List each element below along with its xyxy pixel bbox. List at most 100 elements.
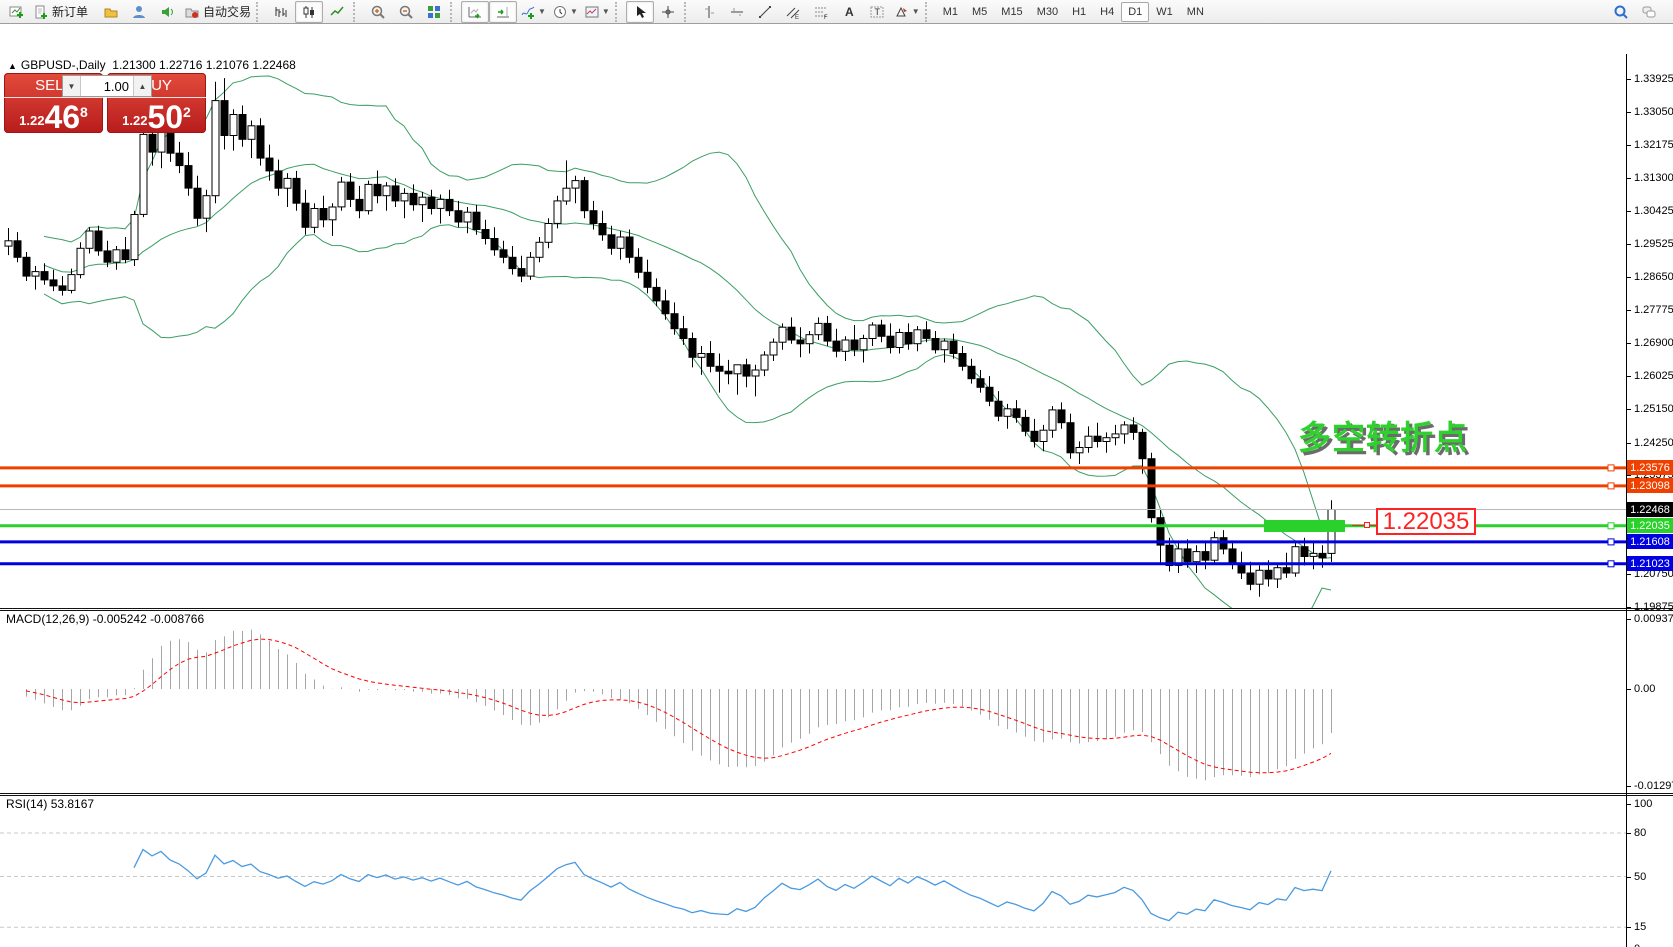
axis-tick [1626,343,1631,344]
price-chart[interactable] [0,54,1626,608]
add-indicator-icon[interactable]: ▼ [517,1,549,23]
price-tick-label: 1.33925 [1634,73,1673,85]
trendline-icon[interactable] [751,1,779,23]
axis-tick [1626,79,1631,80]
axis-tick [1626,145,1631,146]
new-order-button[interactable]: 新订单 [30,1,91,23]
periods-icon[interactable]: ▼ [549,1,581,23]
axis-tick [1626,310,1631,311]
text-label-icon[interactable]: T [863,1,891,23]
search-icon[interactable] [1607,1,1635,23]
bar-chart-icon[interactable] [267,1,295,23]
chart-shift-icon[interactable] [489,0,518,23]
sell-price[interactable]: 1.22 46 8 [19,99,88,135]
axis-tick [1626,786,1631,787]
rsi-label: RSI(14) 53.8167 [6,797,95,811]
macd-signal-line [25,638,1332,774]
chart-area[interactable]: ▲ GBPUSD-,Daily 1.21300 1.22716 1.21076 1… [0,27,1673,947]
signals-icon[interactable] [153,1,181,23]
price-tick-label: 1.26025 [1634,370,1673,382]
toolbar-separator [683,1,693,22]
text-annotation[interactable]: 多空转折点 [1298,419,1468,456]
axis-tick [1626,475,1631,476]
price-tick-label: 1.30425 [1634,205,1673,217]
autotrading-button[interactable]: 自动交易 [181,1,254,23]
axis-tick [1626,112,1631,113]
chevron-down-icon[interactable]: ▼ [601,7,610,16]
chat-icon[interactable] [1635,1,1663,23]
chart-title: ▲ GBPUSD-,Daily 1.21300 1.22716 1.21076 1… [8,58,296,72]
rsi-line [133,848,1332,922]
timeframe-d1-button[interactable]: D1 [1121,1,1150,22]
zoom-out-icon[interactable] [392,1,420,23]
rsi-tick-label: 0 [1634,943,1640,947]
horizontal-line-icon[interactable] [723,1,751,23]
rsi-pane[interactable] [0,796,1626,947]
chevron-down-icon[interactable]: ▼ [911,7,920,16]
collapse-triangle-icon[interactable]: ▲ [8,61,17,71]
timeframe-mn-button[interactable]: MN [1186,5,1204,18]
rectangle-object[interactable] [1264,520,1345,532]
price-tick-label: 1.31300 [1634,172,1673,184]
chevron-down-icon[interactable]: ▼ [569,7,578,16]
price-tick-label: 1.26900 [1634,337,1673,349]
shapes-icon[interactable]: ▼ [891,1,923,23]
pane-separator-macd[interactable] [0,608,1673,611]
timeframe-h4-button[interactable]: H4 [1100,5,1115,18]
hline-price-label: 1.21608 [1627,534,1673,549]
volume-input[interactable] [81,76,133,96]
candlestick-chart-icon[interactable] [295,0,324,23]
axis-tick [1626,211,1631,212]
axis-tick [1626,619,1631,620]
auto-scroll-icon[interactable] [461,0,490,23]
axis-tick [1626,244,1631,245]
chevron-down-icon[interactable]: ▼ [538,7,546,16]
axis-tick [1626,376,1631,377]
macd-pane[interactable] [0,611,1626,793]
svg-text:A: A [845,5,854,19]
volume-increase-button[interactable]: ▲ [133,76,151,96]
timeframe-h1-button[interactable]: H1 [1072,5,1087,18]
zoom-in-icon[interactable] [364,1,392,23]
crosshair-icon[interactable] [654,1,682,23]
price-tick-label: 1.28650 [1634,271,1673,283]
cursor-icon[interactable] [625,0,654,23]
buy-price[interactable]: 1.22 50 2 [122,99,191,135]
timeframe-w1-button[interactable]: W1 [1156,5,1173,18]
callout-anchor [1364,522,1370,528]
rsi-tick-label: 15 [1634,921,1647,933]
market-watch-icon[interactable] [125,1,153,23]
timeframe-m15-button[interactable]: M15 [1001,5,1023,18]
price-tick-label: 1.24250 [1634,437,1673,449]
equidistant-channel-icon[interactable]: E [779,1,807,23]
bollinger-bands [43,75,1332,608]
vertical-line-icon[interactable] [695,1,723,23]
timeframe-m30-button[interactable]: M30 [1036,5,1059,18]
rsi-tick-label: 80 [1634,827,1647,839]
toolbar-right [1607,1,1663,23]
symbol-period: GBPUSD-,Daily [20,58,106,72]
fibonacci-icon[interactable]: F [807,1,835,23]
hline-price-label: 1.23098 [1627,478,1673,493]
text-icon[interactable]: A [835,1,863,23]
axis-tick [1626,833,1631,834]
tile-windows-icon[interactable] [420,1,448,23]
svg-text:E: E [795,15,799,20]
macd-label: MACD(12,26,9) -0.005242 -0.008766 [6,612,205,626]
price-callout-box[interactable]: 1.22035 [1376,508,1476,535]
axis-tick [1626,607,1631,608]
pane-separator-rsi[interactable] [0,793,1673,796]
profiles-icon[interactable] [97,1,125,23]
svg-text:F: F [824,15,828,20]
new-chart-icon[interactable] [2,1,30,23]
macd-tick-label: -0.012977 [1634,780,1673,792]
line-chart-icon[interactable] [323,1,351,23]
price-tick-label: 1.32175 [1634,139,1673,151]
timeframe-m1-button[interactable]: M1 [942,5,958,18]
timeframe-m5-button[interactable]: M5 [972,5,988,18]
hline-price-label: 1.21023 [1627,556,1673,571]
volume-decrease-button[interactable]: ▼ [63,76,81,96]
templates-icon[interactable]: ▼ [581,1,613,23]
toolbar-separator [614,1,624,22]
